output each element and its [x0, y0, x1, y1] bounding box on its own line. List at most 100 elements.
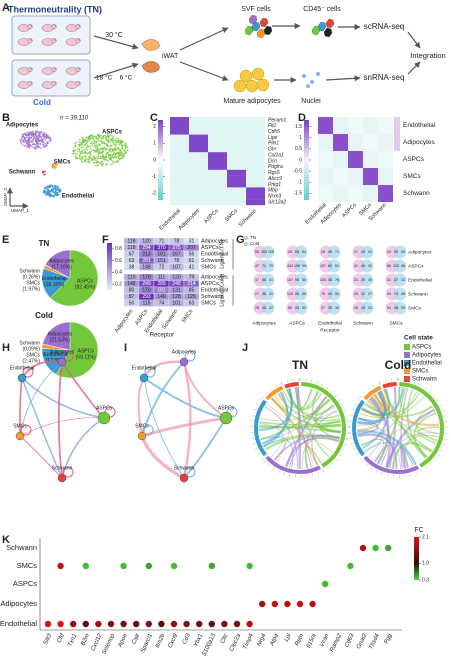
umap-point [32, 130, 34, 133]
gene-label: Selenop [101, 632, 116, 655]
umap-point [45, 186, 48, 188]
venn-count: 157 [320, 264, 326, 268]
venn-count: 43 [295, 306, 299, 310]
heatmap-cell [246, 134, 265, 141]
umap-point [88, 151, 91, 153]
chord-ribbon [304, 446, 322, 469]
cell-value: 213 [142, 252, 151, 258]
heatmap-cell [363, 185, 378, 202]
umap-point [109, 149, 112, 152]
umap-point [98, 135, 101, 138]
venn-cold [261, 245, 275, 259]
heatmap-cell [227, 193, 246, 200]
umap-point [41, 140, 44, 142]
umap-point [54, 163, 57, 166]
heatmap-cell [170, 163, 189, 170]
venn-count: 91 [335, 264, 339, 268]
nucleus-icon [316, 72, 320, 76]
umap-point [101, 149, 104, 152]
umap-point [117, 140, 120, 143]
panel-label: C [150, 112, 158, 124]
colorbar-tick-label: 1 [299, 135, 302, 141]
chord-tick [277, 470, 280, 473]
umap-point [86, 144, 89, 146]
umap-point [54, 166, 57, 169]
umap-point [55, 191, 58, 194]
umap-point [89, 142, 92, 145]
chord-tick [439, 449, 443, 451]
chord-ribbon [361, 391, 418, 447]
umap-point [109, 163, 112, 166]
heatmap-cell [378, 117, 393, 134]
umap-point [78, 155, 81, 158]
heatmap-cell [227, 140, 246, 147]
group-label: Ligand (TN) [219, 240, 225, 269]
heatmap-cell [246, 163, 265, 170]
label: CD45⁻ cells [303, 6, 341, 13]
gene-label: Pdgfra [268, 164, 283, 170]
umap-point [107, 153, 110, 156]
umap-point [107, 136, 110, 139]
dot [82, 562, 90, 570]
heatmap-cell [189, 122, 208, 129]
cell-value: 281 [142, 258, 151, 264]
umap-point [97, 157, 100, 160]
umap-point [55, 190, 57, 192]
chord-ribbon [261, 388, 293, 445]
gene-label: Nrxn3 [268, 194, 282, 200]
venn-count: 64 [302, 250, 306, 254]
heatmap-cell [227, 175, 246, 182]
dot [120, 620, 127, 628]
pie-title: TN [39, 239, 50, 248]
heatmap-cell [208, 134, 227, 141]
panel-label: G [236, 234, 245, 246]
umap-point [106, 134, 109, 136]
umap-point [54, 184, 56, 187]
heatmap-cell [183, 299, 200, 307]
umap-point [45, 136, 47, 139]
umap-point [92, 137, 95, 140]
chord-tick [361, 460, 364, 463]
venn-count: 78 [335, 278, 339, 282]
umap-point [106, 162, 108, 165]
umap-point [57, 188, 59, 191]
cell-value: 289 [157, 281, 166, 287]
umap-point [81, 149, 84, 152]
network-node [57, 473, 67, 483]
cell-value: 275 [172, 245, 181, 251]
mouse-head [27, 37, 33, 44]
chord-arc [254, 399, 267, 457]
venn-count: 29 [368, 264, 372, 268]
umap-point [25, 140, 28, 143]
umap-point [37, 138, 40, 141]
umap-point [95, 159, 97, 161]
venn-count: 41 [354, 264, 358, 268]
dot [208, 620, 215, 628]
umap-point [115, 139, 117, 142]
dot [133, 620, 140, 628]
cell-icon [325, 18, 335, 29]
legend-swatch [404, 352, 410, 358]
venn-count: 24 [387, 250, 391, 254]
venn-count: 55 [255, 250, 259, 254]
gene-label: Cdh5 [268, 129, 280, 135]
umap-point [24, 144, 27, 147]
chord-ribbon [415, 405, 438, 442]
umap-point [96, 146, 99, 148]
umap-point [103, 159, 106, 161]
chord-tick [410, 473, 412, 477]
cell-icon [244, 25, 254, 36]
row-label: Adipocytes [408, 249, 432, 255]
umap-point [20, 142, 23, 145]
gene-label: Col1a1 [268, 152, 284, 158]
umap-point [93, 140, 96, 143]
chord-tick [433, 458, 437, 461]
umap-point [92, 162, 95, 164]
cell-value: 370 [157, 245, 166, 251]
chord-ribbon [319, 424, 342, 428]
heatmap-cell [246, 169, 265, 176]
nucleus-icon [310, 80, 314, 84]
panel-label: J [242, 342, 248, 354]
venn-count: 105 [268, 250, 274, 254]
row-label: ASPCs [201, 245, 219, 251]
